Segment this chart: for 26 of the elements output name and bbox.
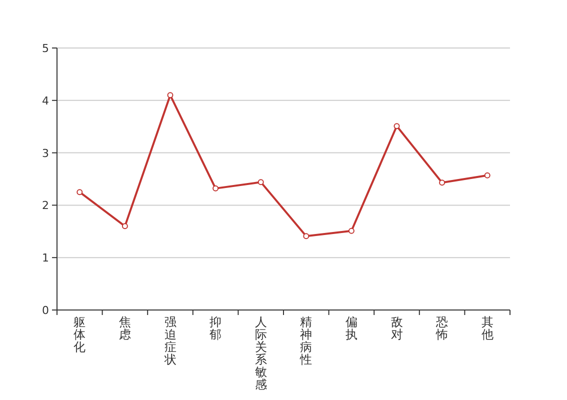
y-tick-label: 3 [42,146,49,160]
point [212,185,219,192]
point [122,223,128,230]
x-tick-label: 敌对 [390,315,403,342]
point [394,123,400,130]
y-tick-label: 2 [42,199,49,212]
point [76,189,83,196]
x-tick-label: 偏执 [345,315,358,342]
x-tick-label: 抑郁 [210,315,222,342]
x-tick-label: 精神病性 [299,315,312,366]
point [348,228,354,234]
x-tick-label: 焦虑 [118,315,131,342]
y-tick-label: 1 [42,252,49,265]
x-tick-label: 强迫症状 [163,315,176,366]
x-tick-label: 人际关系敏感 [254,315,267,392]
x-tick-label: 躯体化 [74,315,86,354]
point [439,180,446,186]
point [484,172,490,178]
x-tick-label: 其他 [481,315,494,342]
point [258,179,264,186]
point [303,233,310,240]
point [167,92,174,98]
y-tick-label: 5 [42,42,49,55]
x-tick-label: 恐怖 [435,315,448,342]
y-tick-label: 4 [42,94,49,108]
y-tick-label: 0 [42,304,49,317]
